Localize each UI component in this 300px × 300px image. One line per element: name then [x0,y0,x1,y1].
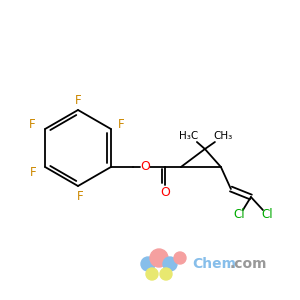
Text: F: F [30,167,36,179]
Circle shape [146,268,158,280]
Circle shape [163,257,177,271]
Circle shape [174,252,186,264]
Text: F: F [118,118,124,130]
Text: O: O [140,160,150,173]
Text: Cl: Cl [261,208,273,221]
Text: CH₃: CH₃ [213,131,232,141]
Text: .com: .com [230,257,268,271]
Text: F: F [29,118,35,130]
Text: H₃C: H₃C [179,131,199,141]
Text: F: F [75,94,81,106]
Circle shape [160,268,172,280]
Circle shape [141,257,155,271]
Text: O: O [160,187,170,200]
Text: Chem: Chem [192,257,236,271]
Text: Cl: Cl [233,208,245,221]
Circle shape [150,249,168,267]
Text: F: F [77,190,83,203]
